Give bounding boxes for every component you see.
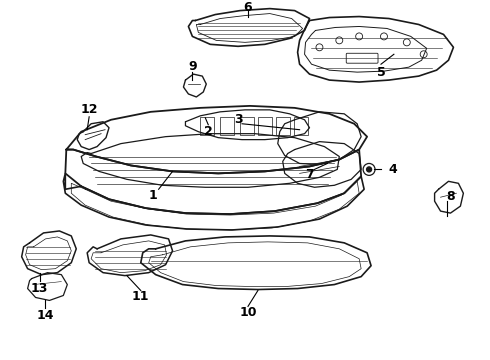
Text: 9: 9 — [188, 60, 196, 73]
Text: 14: 14 — [37, 309, 54, 322]
Text: 3: 3 — [234, 113, 243, 126]
Text: 6: 6 — [244, 1, 252, 14]
Text: 7: 7 — [305, 168, 314, 181]
Text: 1: 1 — [148, 189, 157, 202]
Text: 11: 11 — [132, 290, 149, 303]
Text: 2: 2 — [204, 125, 213, 138]
Text: 10: 10 — [239, 306, 257, 319]
Circle shape — [367, 167, 371, 172]
Text: 13: 13 — [31, 282, 48, 295]
Text: 5: 5 — [377, 66, 385, 78]
Text: 8: 8 — [446, 190, 455, 203]
Text: 12: 12 — [80, 103, 98, 116]
Text: 4: 4 — [389, 163, 397, 176]
